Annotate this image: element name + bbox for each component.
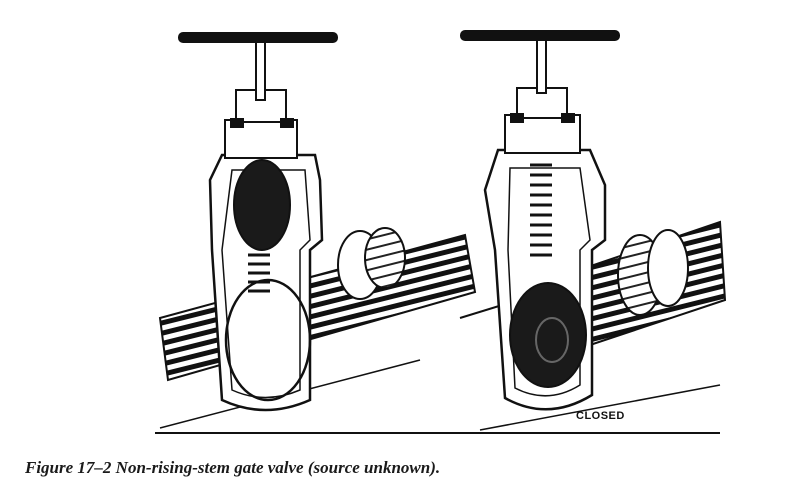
open-gate-valve: [158, 32, 477, 412]
closed-label: CLOSED: [576, 410, 625, 422]
figure-caption: Figure 17–2 Non-rising-stem gate valve (…: [25, 458, 441, 477]
closed-gate-valve: [459, 30, 727, 411]
